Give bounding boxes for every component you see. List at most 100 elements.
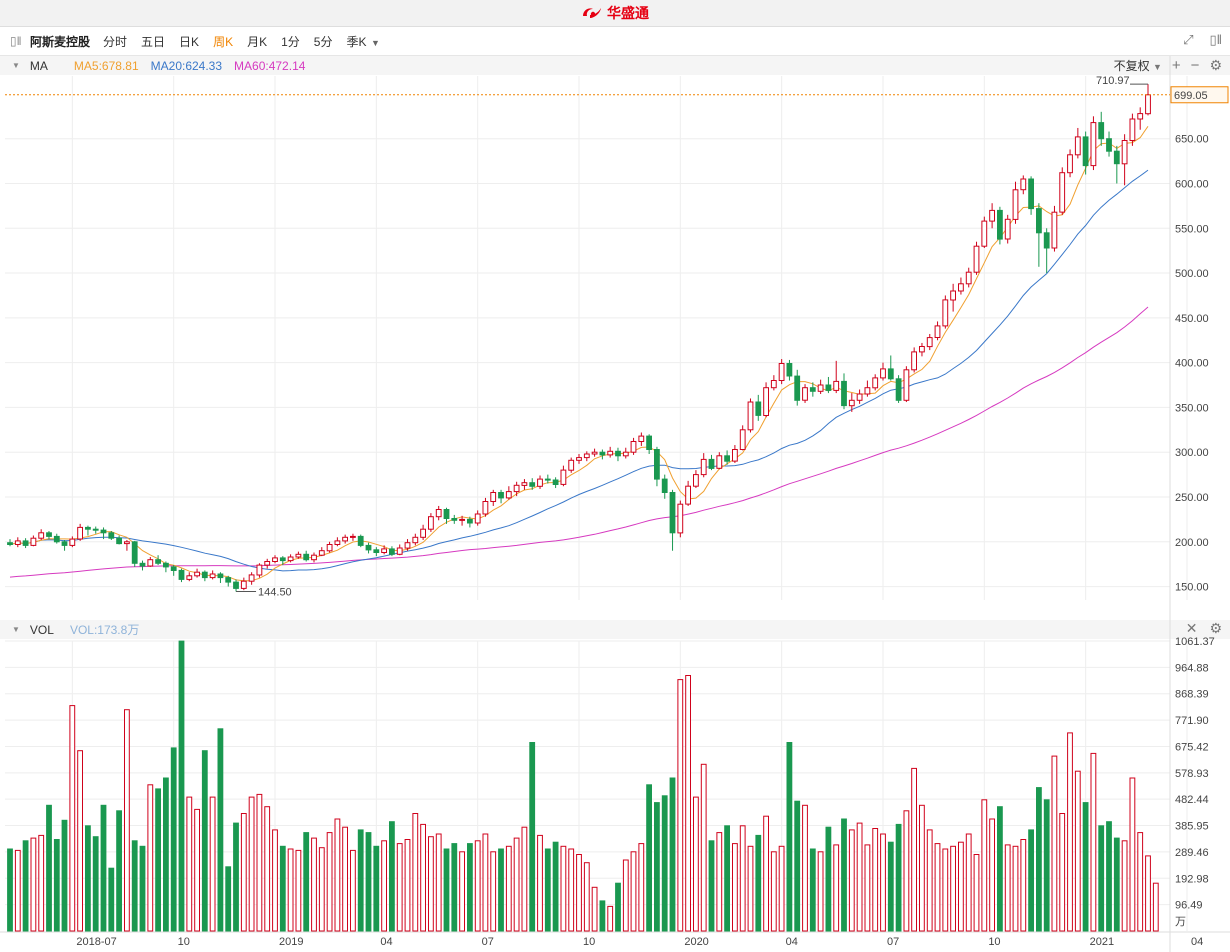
adjust-select[interactable]: 不复权 ▼	[1114, 57, 1162, 74]
period-toolbar: ▯‖ 阿斯麦控股 分时 五日 日K 周K 月K 1分 5分 季K ▼ ⤢ ▯‖	[0, 27, 1230, 56]
collapse-triangle-icon[interactable]: ▼	[12, 61, 20, 70]
candle-body-72	[568, 459, 575, 471]
candle-body-114	[895, 378, 902, 401]
volume-bar-32	[256, 793, 263, 932]
tab-period-4[interactable]: 月K	[247, 34, 268, 49]
price-tick-2: 250.00	[1175, 492, 1209, 504]
adjust-label: 不复权	[1113, 59, 1150, 73]
volume-bar-8	[69, 705, 76, 932]
candle-body-19	[155, 559, 161, 564]
volume-bar-28	[225, 866, 232, 932]
volume-bar-119	[934, 843, 941, 932]
candle-body-63	[498, 492, 504, 499]
volume-bar-19	[155, 788, 161, 932]
tab-period-5[interactable]: 1分	[281, 34, 300, 49]
candle-body-131	[1028, 178, 1034, 210]
candle-body-45	[357, 535, 364, 546]
candle-body-16	[131, 541, 138, 564]
volume-settings-gear-icon[interactable]: ⚙	[1209, 620, 1222, 636]
candle-body-130	[1020, 178, 1027, 191]
volume-collapse-icon[interactable]: ▼	[12, 625, 20, 634]
close-icon[interactable]: ✕	[1185, 620, 1198, 636]
brand-name: 华盛通	[607, 5, 649, 21]
volume-bar-51	[404, 839, 411, 932]
candle-body-71	[560, 469, 567, 485]
candle-body-46	[365, 544, 372, 551]
panel-toggle-icon[interactable]: ▯‖	[1209, 32, 1222, 47]
tab-period-7[interactable]: 季K ▼	[346, 33, 379, 50]
candle-body-30	[240, 580, 247, 589]
volume-tick-0: 1061.37	[1175, 636, 1215, 648]
candle-body-39	[311, 554, 317, 561]
volume-bar-71	[560, 845, 567, 932]
volume-value: VOL:173.8万	[69, 623, 140, 637]
candle-body-24	[194, 571, 200, 577]
volume-bar-106	[833, 844, 840, 932]
candle-body-42	[334, 540, 341, 546]
candle-body-95	[747, 401, 754, 431]
collapse-icon[interactable]: ▯‖	[10, 34, 22, 48]
candle-body-128	[1004, 218, 1011, 240]
volume-bar-6	[53, 839, 60, 932]
volume-bar-55	[435, 833, 442, 932]
candle-body-81	[638, 435, 645, 443]
candle-body-69	[544, 478, 551, 481]
volume-bar-10	[85, 825, 91, 932]
candle-body-20	[163, 562, 169, 568]
volume-bar-131	[1028, 829, 1034, 932]
volume-bar-82	[646, 784, 653, 932]
candle-body-134	[1051, 211, 1058, 249]
candle-body-112	[880, 368, 886, 379]
volume-tick-4: 675.42	[1175, 741, 1209, 753]
volume-bar-116	[911, 767, 918, 932]
candle-body-135	[1059, 172, 1066, 213]
candle-body-6	[53, 535, 60, 543]
candle-body-60	[474, 513, 481, 524]
tab-period-2[interactable]: 日K	[179, 34, 200, 49]
expand-icon[interactable]: ⤢	[1183, 32, 1194, 47]
candle-body-85	[669, 492, 676, 534]
time-tick-2: 2019	[279, 936, 303, 948]
volume-bar-75	[591, 886, 598, 932]
candle-body-98	[770, 380, 777, 389]
volume-bar-58	[459, 851, 466, 932]
candle-body-133	[1043, 232, 1050, 249]
candle-body-106	[833, 380, 840, 391]
time-tick-4: 07	[482, 936, 494, 948]
candle-body-10	[85, 526, 91, 530]
volume-bar-81	[638, 843, 645, 932]
tab-period-3[interactable]: 周K	[213, 34, 234, 49]
volume-bar-121	[950, 845, 957, 932]
candle-body-70	[552, 479, 559, 485]
volume-bar-30	[240, 813, 247, 932]
markers: 699.05 710.97 144.50	[5, 75, 1229, 598]
candle-body-91	[716, 455, 723, 469]
volume-bar-125	[981, 799, 988, 932]
brand-icon	[583, 8, 601, 18]
volume-indicator-name[interactable]: VOL	[29, 622, 54, 637]
tab-period-6[interactable]: 5分	[313, 34, 333, 49]
minus-icon[interactable]: −	[1190, 57, 1200, 74]
indicator-name[interactable]: MA	[29, 58, 48, 73]
volume-bar-54	[428, 836, 434, 932]
price-tick-7: 500.00	[1175, 268, 1209, 280]
settings-gear-icon[interactable]: ⚙	[1209, 57, 1222, 73]
chevron-down-icon[interactable]: ▼	[368, 37, 380, 48]
volume-bar-45	[357, 829, 364, 932]
candle-body-121	[950, 290, 957, 301]
volume-bar-7	[61, 819, 68, 932]
candle-body-23	[186, 575, 193, 580]
volume-bar-49	[389, 821, 395, 932]
add-icon[interactable]: +	[1171, 57, 1181, 74]
volume-bar-38	[303, 832, 310, 932]
price-tick-1: 200.00	[1175, 537, 1209, 549]
candle-body-88	[693, 474, 699, 487]
time-tick-6: 2020	[684, 936, 708, 948]
volume-bar-15	[124, 709, 130, 932]
tab-period-0[interactable]: 分时	[103, 34, 128, 49]
candle-body-109	[856, 393, 863, 401]
volume-bar-13	[108, 867, 115, 932]
ma5-value: MA5:678.81	[73, 58, 139, 73]
tab-period-1[interactable]: 五日	[141, 34, 166, 49]
